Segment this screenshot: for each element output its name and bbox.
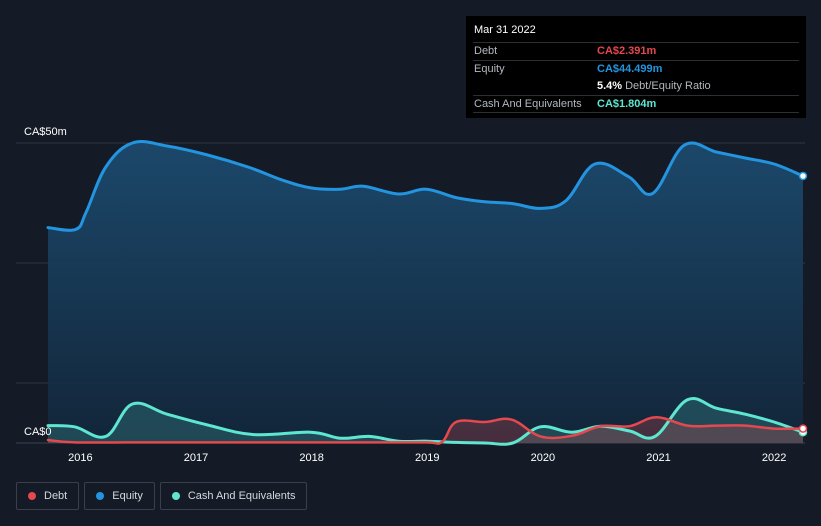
x-tick-label: 2019: [415, 452, 439, 464]
legend-cash-dot: [171, 492, 180, 500]
tooltip-row-debt: Debt CA$2.391m: [473, 42, 799, 60]
legend-debt-dot: [28, 492, 36, 500]
debt-area: [48, 417, 803, 444]
legend-item-debt[interactable]: Debt: [16, 482, 80, 510]
chart-legend: Debt Equity Cash And Equivalents: [16, 482, 308, 510]
x-axis-ticks: 2016 2017 2018 2019 2020 2021 2022: [68, 452, 786, 464]
tooltip-row-ratio: 5.4% Debt/Equity Ratio: [473, 77, 799, 95]
tooltip-row-cash: Cash And Equivalents CA$1.804m: [473, 94, 799, 113]
equity-end-marker[interactable]: [798, 171, 808, 181]
tooltip-cash-value: CA$1.804m: [597, 97, 657, 110]
y-axis-bottom-label: CA$0: [24, 426, 52, 438]
legend-item-equity[interactable]: Equity: [84, 482, 155, 510]
debt-series-line: [46, 415, 805, 445]
legend-item-cash[interactable]: Cash And Equivalents: [159, 482, 308, 510]
equity-series-line: [46, 140, 805, 232]
tooltip-date: Mar 31 2022: [474, 24, 536, 36]
cash-series-line: [46, 397, 805, 446]
x-tick-label: 2016: [68, 452, 92, 464]
x-tick-label: 2021: [646, 452, 670, 464]
x-tick-label: 2022: [762, 452, 786, 464]
tooltip-cash-label: Cash And Equivalents: [474, 97, 582, 110]
tooltip-debt-label: Debt: [474, 45, 498, 58]
legend-debt-label: Debt: [44, 490, 68, 502]
x-tick-label: 2020: [531, 452, 555, 464]
y-axis-top-label: CA$50m: [24, 126, 67, 138]
tooltip-ratio-value: 5.4%: [597, 80, 623, 93]
debt-end-marker[interactable]: [798, 424, 808, 433]
tooltip-equity-label: Equity: [474, 62, 505, 75]
x-tick-label: 2017: [184, 452, 208, 464]
x-tick-label: 2018: [299, 452, 323, 464]
legend-equity-dot: [96, 492, 105, 500]
legend-cash-label: Cash And Equivalents: [187, 490, 296, 502]
data-tooltip: Mar 31 2022 Debt CA$2.391m Equity CA$44.…: [466, 16, 806, 118]
tooltip-debt-value: CA$2.391m: [597, 45, 657, 58]
legend-equity-label: Equity: [112, 490, 143, 502]
tooltip-ratio-label: Debt/Equity Ratio: [625, 80, 711, 93]
equity-area: [48, 141, 803, 443]
tooltip-equity-value: CA$44.499m: [597, 62, 663, 75]
tooltip-row-equity: Equity CA$44.499m: [473, 59, 799, 78]
